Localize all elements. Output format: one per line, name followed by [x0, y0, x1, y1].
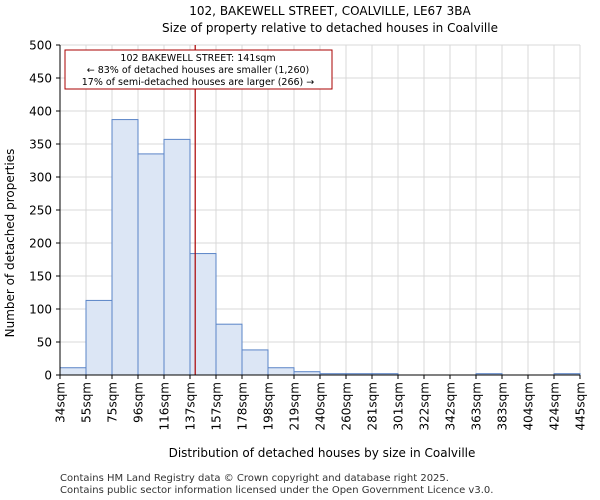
y-tick-label: 500: [29, 39, 52, 53]
histogram-bar: [85, 299, 113, 376]
annotation-frame: [64, 49, 333, 90]
x-tick-label: 137sqm: [184, 382, 198, 430]
histogram-bar: [241, 349, 269, 376]
histogram-bar: [163, 138, 191, 376]
x-tick-label: 260sqm: [340, 382, 354, 430]
y-tick-label: 300: [29, 171, 52, 185]
bars-group: [59, 119, 581, 376]
chart-title-line1: 102, BAKEWELL STREET, COALVILLE, LE67 3B…: [189, 4, 471, 18]
x-axis-label: Distribution of detached houses by size …: [169, 446, 476, 460]
x-tick-label: 55sqm: [80, 382, 94, 423]
annotation-line2: ← 83% of detached houses are smaller (1,…: [87, 65, 310, 76]
footer-line1: Contains HM Land Registry data © Crown c…: [60, 473, 449, 484]
x-tick-label: 445sqm: [574, 382, 588, 430]
x-tick-label: 96sqm: [132, 382, 146, 423]
x-tick-label: 75sqm: [106, 382, 120, 423]
x-tick-label: 219sqm: [288, 382, 302, 430]
chart-title-line2: Size of property relative to detached ho…: [162, 21, 498, 35]
histogram-bar: [59, 367, 87, 376]
y-tick-label: 100: [29, 303, 52, 317]
x-tick-label: 342sqm: [444, 382, 458, 430]
histogram-bar: [137, 153, 165, 376]
x-tick-label: 240sqm: [314, 382, 328, 430]
y-tick-label: 450: [29, 72, 52, 86]
x-tick-label: 157sqm: [210, 382, 224, 430]
y-tick-label: 150: [29, 270, 52, 284]
x-tick-label: 383sqm: [496, 382, 510, 430]
x-tick-label: 178sqm: [236, 382, 250, 430]
annotation-box: 102 BAKEWELL STREET: 141sqm ← 83% of det…: [64, 49, 333, 90]
x-tick-label: 363sqm: [470, 382, 484, 430]
y-tick-label: 50: [37, 336, 52, 350]
axes: 0 50 100 150 200 250 300 350 400 450 500 34sqm 55sqm…: [29, 39, 587, 431]
histogram-bar: [267, 367, 295, 376]
y-tick-label: 200: [29, 237, 52, 251]
y-tick-label: 250: [29, 204, 52, 218]
histogram-bar: [111, 119, 139, 376]
x-tick-label: 301sqm: [392, 382, 406, 430]
x-tick-label: 281sqm: [366, 382, 380, 430]
y-axis-label: Number of detached properties: [3, 149, 17, 338]
x-tick-label: 198sqm: [262, 382, 276, 430]
x-tick-label: 34sqm: [54, 382, 68, 423]
annotation-line3: 17% of semi-detached houses are larger (…: [82, 77, 315, 88]
histogram-bar: [215, 323, 243, 376]
annotation-line1: 102 BAKEWELL STREET: 141sqm: [120, 53, 275, 64]
y-tick-label: 0: [44, 369, 52, 383]
x-tick-label: 116sqm: [158, 382, 172, 430]
x-tick-label: 424sqm: [548, 382, 562, 430]
footer-line2: Contains public sector information licen…: [60, 485, 494, 496]
x-tick-label: 322sqm: [418, 382, 432, 430]
y-tick-label: 350: [29, 138, 52, 152]
y-tick-label: 400: [29, 105, 52, 119]
x-tick-label: 404sqm: [522, 382, 536, 430]
histogram-bar: [189, 253, 217, 376]
